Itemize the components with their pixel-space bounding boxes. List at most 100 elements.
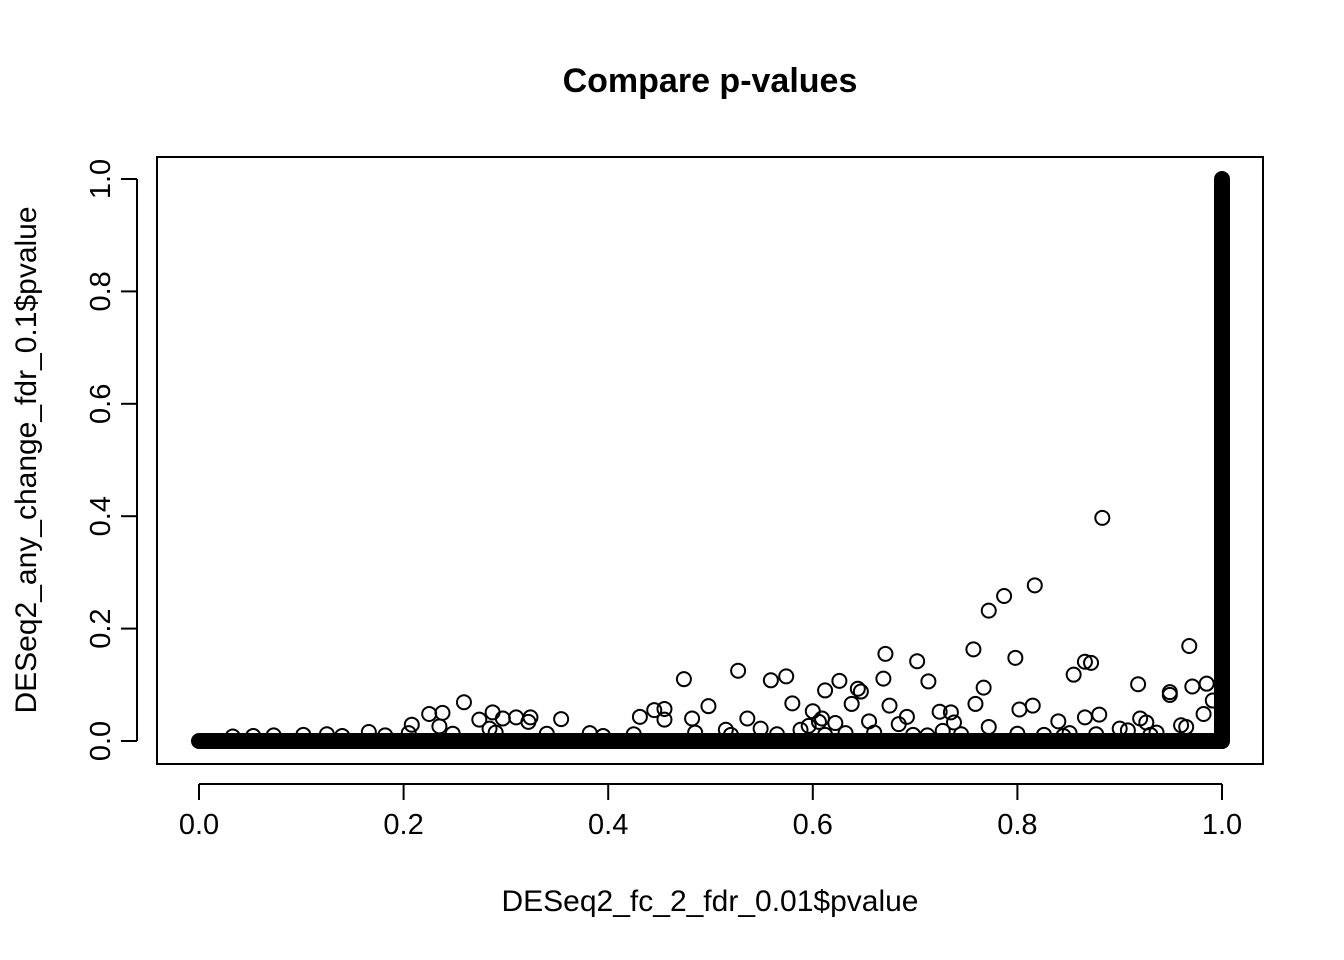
y-tick-label: 0.2	[85, 608, 117, 648]
data-point	[1076, 709, 1093, 726]
data-point	[778, 668, 795, 685]
x-tick-label: 0.0	[179, 809, 219, 841]
data-point	[318, 726, 335, 743]
data-point	[471, 711, 488, 728]
data-point	[890, 716, 907, 733]
data-point	[1204, 692, 1221, 709]
data-point	[595, 727, 612, 744]
data-points	[224, 509, 1221, 745]
data-point	[877, 645, 894, 662]
data-point	[875, 670, 892, 687]
data-point	[1026, 577, 1043, 594]
data-point	[1091, 706, 1108, 723]
data-point	[1181, 638, 1198, 655]
data-point	[1142, 726, 1159, 743]
data-point	[646, 702, 663, 719]
data-point	[484, 704, 501, 721]
data-point	[431, 718, 448, 735]
data-point	[1065, 666, 1082, 683]
data-point	[1009, 725, 1026, 742]
data-point	[1007, 649, 1024, 666]
y-axis: 0.0 0.2 0.4 0.6 0.8 1.0	[85, 159, 138, 761]
data-point	[656, 711, 673, 728]
data-point	[817, 682, 834, 699]
data-point	[1055, 727, 1072, 744]
data-point	[656, 700, 673, 717]
data-point	[1161, 686, 1178, 703]
data-point	[817, 726, 834, 743]
y-tick-label: 0.8	[85, 271, 117, 311]
dense-band-x1	[1214, 171, 1230, 749]
data-point	[866, 724, 883, 741]
data-point	[487, 724, 504, 741]
data-point	[752, 720, 769, 737]
data-point	[792, 721, 809, 738]
data-point	[1011, 701, 1028, 718]
x-axis: 0.0 0.2 0.4 0.6 0.8 1.0	[179, 783, 1242, 841]
data-point	[1178, 718, 1195, 735]
data-point	[675, 671, 692, 688]
dense-bands	[191, 171, 1230, 749]
data-point	[1024, 697, 1041, 714]
data-point	[224, 728, 241, 745]
data-point	[919, 727, 936, 744]
data-point	[849, 680, 866, 697]
data-point	[494, 710, 511, 727]
data-point	[837, 725, 854, 742]
data-point	[334, 727, 351, 744]
x-axis-label: DESeq2_fc_2_fdr_0.01$pvalue	[502, 885, 919, 918]
data-point	[814, 710, 831, 727]
data-point	[934, 722, 951, 739]
data-point	[722, 726, 739, 743]
data-point	[852, 683, 869, 700]
data-point	[700, 698, 717, 715]
data-point	[1094, 509, 1111, 526]
x-tick-label: 0.4	[588, 809, 628, 841]
data-point	[1111, 720, 1128, 737]
data-point	[730, 662, 747, 679]
data-point	[931, 703, 948, 720]
chart-title: Compare p-values	[563, 62, 858, 100]
data-point	[1195, 706, 1212, 723]
data-point	[762, 672, 779, 689]
data-point	[1184, 678, 1201, 695]
data-point	[980, 602, 997, 619]
data-point	[980, 718, 997, 735]
data-point	[953, 726, 970, 743]
data-point	[800, 717, 817, 734]
data-point	[967, 695, 984, 712]
data-point	[1088, 726, 1105, 743]
data-point	[455, 694, 472, 711]
data-point	[1035, 726, 1052, 743]
data-point	[898, 708, 915, 725]
y-tick-label: 1.0	[85, 159, 117, 199]
data-point	[421, 706, 438, 723]
dense-band-y0	[191, 733, 1230, 749]
data-point	[920, 673, 937, 690]
data-point	[739, 710, 756, 727]
data-point	[843, 695, 860, 712]
data-point	[804, 703, 821, 720]
x-tick-label: 0.6	[793, 809, 833, 841]
data-point	[831, 672, 848, 689]
data-point	[522, 709, 539, 726]
data-point	[1083, 654, 1100, 671]
data-point	[768, 726, 785, 743]
data-point	[810, 713, 827, 730]
data-point	[684, 710, 701, 727]
data-point	[444, 725, 461, 742]
y-tick-label: 0.4	[85, 496, 117, 536]
data-point	[360, 724, 377, 741]
data-point	[434, 704, 451, 721]
data-point	[265, 727, 282, 744]
data-point	[245, 727, 262, 744]
data-point	[377, 727, 394, 744]
data-point	[942, 704, 959, 721]
data-point	[996, 588, 1013, 605]
y-axis-label: DESeq2_any_change_fdr_0.1$pvalue	[10, 206, 43, 713]
data-point	[631, 708, 648, 725]
y-tick-label: 0.6	[85, 384, 117, 424]
data-point	[400, 725, 417, 742]
data-point	[717, 721, 734, 738]
